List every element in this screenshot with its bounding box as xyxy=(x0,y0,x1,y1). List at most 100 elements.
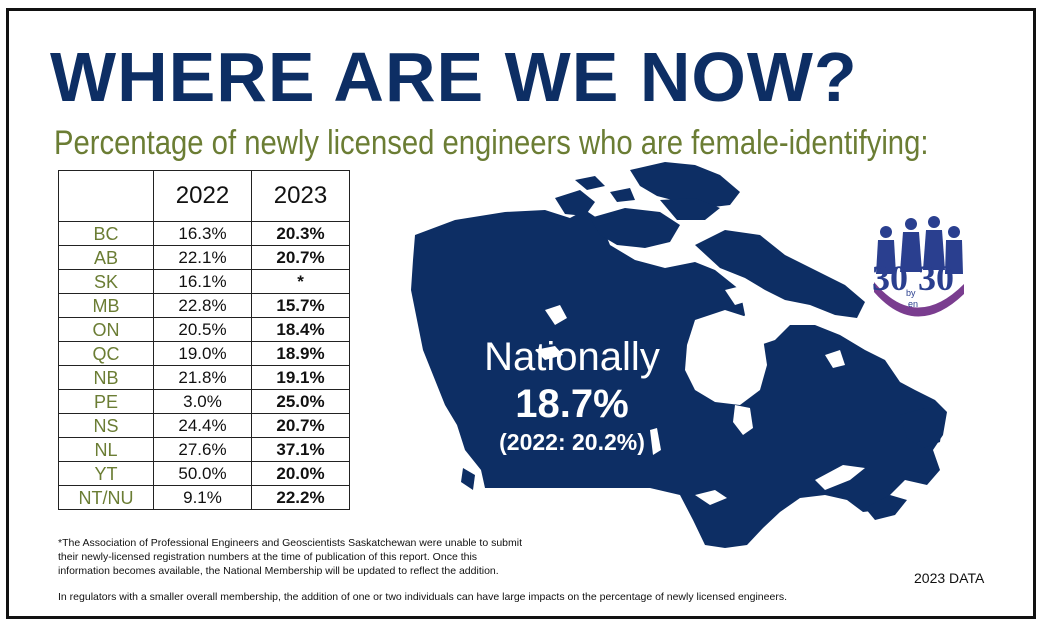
region-cell: ON xyxy=(58,317,154,342)
national-value: 18.7% xyxy=(515,382,629,426)
value-2022-cell: 3.0% xyxy=(153,389,252,414)
column-header-region xyxy=(58,170,154,222)
arctic-island-banks xyxy=(555,190,595,216)
logo-figure-body-2 xyxy=(900,232,922,272)
arctic-island-victoria xyxy=(590,208,680,248)
table-body: BC 16.3% 20.3% AB 22.1% 20.7% SK 16.1% * MB 22.8% 1… xyxy=(58,221,350,510)
lake-winnipeg xyxy=(650,428,661,455)
region-cell: QC xyxy=(58,341,154,366)
table-row: PE 3.0% 25.0% xyxy=(58,389,350,414)
data-year-tag: 2023 DATA xyxy=(914,570,985,586)
value-2023-cell: 19.1% xyxy=(251,365,350,390)
logo-figure-body-4 xyxy=(945,240,963,274)
value-2023-cell: 15.7% xyxy=(251,293,350,318)
james-bay xyxy=(733,405,753,435)
value-2023-cell: 37.1% xyxy=(251,437,350,462)
value-2023-cell: 25.0% xyxy=(251,389,350,414)
table-row: NB 21.8% 19.1% xyxy=(58,365,350,390)
value-2022-cell: 22.1% xyxy=(153,245,252,270)
logo-text-30-second: 30 xyxy=(918,258,954,298)
logo-figure-head-1 xyxy=(880,226,892,238)
logo-figure-body-1 xyxy=(876,240,896,274)
value-2022-cell: 9.1% xyxy=(153,485,252,510)
table-row: NT/NU 9.1% 22.2% xyxy=(58,485,350,510)
hudson-bay xyxy=(685,310,767,405)
vancouver-island xyxy=(461,468,475,490)
table-row: MB 22.8% 15.7% xyxy=(58,293,350,318)
national-previous: (2022: 20.2%) xyxy=(499,429,645,455)
region-cell: AB xyxy=(58,245,154,270)
region-cell: SK xyxy=(58,269,154,294)
value-2022-cell: 16.1% xyxy=(153,269,252,294)
region-cell: NB xyxy=(58,365,154,390)
value-2022-cell: 20.5% xyxy=(153,317,252,342)
membership-note: In regulators with a smaller overall mem… xyxy=(58,591,787,603)
value-2022-cell: 24.4% xyxy=(153,413,252,438)
logo-swoosh xyxy=(874,282,964,317)
footnote-line-1: *The Association of Professional Enginee… xyxy=(58,537,523,549)
lake-superior xyxy=(695,490,727,505)
logo-figure-head-3 xyxy=(928,216,940,228)
region-cell: MB xyxy=(58,293,154,318)
region-cell: BC xyxy=(58,221,154,246)
footnote-line-2: their newly-licensed registration number… xyxy=(58,551,478,563)
arctic-island-small-1 xyxy=(610,188,635,202)
logo-text-en: en xyxy=(908,299,918,309)
table-row: NS 24.4% 20.7% xyxy=(58,413,350,438)
nova-scotia xyxy=(865,495,907,520)
data-table: 2022 2023 BC 16.3% 20.3% AB 22.1% 20.7% SK 16.1… xyxy=(58,170,350,510)
arctic-island-ellesmere xyxy=(630,162,740,208)
logo-text-30-first: 30 xyxy=(872,258,908,298)
value-2023-cell: 18.9% xyxy=(251,341,350,366)
logo-figure-head-4 xyxy=(948,226,960,238)
region-cell: NL xyxy=(58,437,154,462)
region-cell: PE xyxy=(58,389,154,414)
table-row: NL 27.6% 37.1% xyxy=(58,437,350,462)
logo-figure-head-2 xyxy=(905,218,917,230)
page-subtitle: Percentage of newly licensed engineers w… xyxy=(54,124,929,162)
value-2023-cell: 20.0% xyxy=(251,461,350,486)
table-row: QC 19.0% 18.9% xyxy=(58,341,350,366)
great-bear-lake xyxy=(545,305,567,325)
column-header-2023: 2023 xyxy=(251,170,350,222)
value-2023-cell: 20.7% xyxy=(251,413,350,438)
table-row: AB 22.1% 20.7% xyxy=(58,245,350,270)
logo-text-by: by xyxy=(906,288,916,298)
region-cell: YT xyxy=(58,461,154,486)
arctic-island-small-2 xyxy=(575,176,605,190)
value-2023-cell: * xyxy=(251,269,350,294)
value-2022-cell: 22.8% xyxy=(153,293,252,318)
canada-map xyxy=(411,162,947,548)
great-slave-lake xyxy=(535,346,563,360)
footnote: *The Association of Professional Enginee… xyxy=(58,536,522,578)
logo-figure-body-3 xyxy=(923,230,945,270)
canada-mainland xyxy=(411,210,947,548)
national-summary: Nationally 18.7% (2022: 20.2%) xyxy=(452,334,692,456)
table-row: SK 16.1% * xyxy=(58,269,350,294)
national-label: Nationally xyxy=(484,335,660,379)
value-2023-cell: 22.2% xyxy=(251,485,350,510)
column-header-2022: 2022 xyxy=(153,170,252,222)
arctic-island-baffin xyxy=(695,230,865,318)
st-lawrence xyxy=(815,465,865,490)
region-cell: NS xyxy=(58,413,154,438)
value-2023-cell: 18.4% xyxy=(251,317,350,342)
table-row: ON 20.5% 18.4% xyxy=(58,317,350,342)
newfoundland-island xyxy=(900,408,943,448)
region-cell: NT/NU xyxy=(58,485,154,510)
value-2022-cell: 19.0% xyxy=(153,341,252,366)
value-2022-cell: 50.0% xyxy=(153,461,252,486)
arctic-island-devon xyxy=(660,198,720,220)
table-row: YT 50.0% 20.0% xyxy=(58,461,350,486)
foxe-basin xyxy=(725,285,751,305)
footnote-line-3: information becomes available, the Natio… xyxy=(58,565,499,577)
table-row: BC 16.3% 20.3% xyxy=(58,221,350,246)
value-2022-cell: 21.8% xyxy=(153,365,252,390)
page-title: WHERE ARE WE NOW? xyxy=(50,38,858,116)
value-2023-cell: 20.3% xyxy=(251,221,350,246)
value-2022-cell: 27.6% xyxy=(153,437,252,462)
thirty-by-thirty-logo: 30 by en 30 xyxy=(872,216,964,317)
value-2023-cell: 20.7% xyxy=(251,245,350,270)
ungava-bay xyxy=(825,350,845,368)
value-2022-cell: 16.3% xyxy=(153,221,252,246)
